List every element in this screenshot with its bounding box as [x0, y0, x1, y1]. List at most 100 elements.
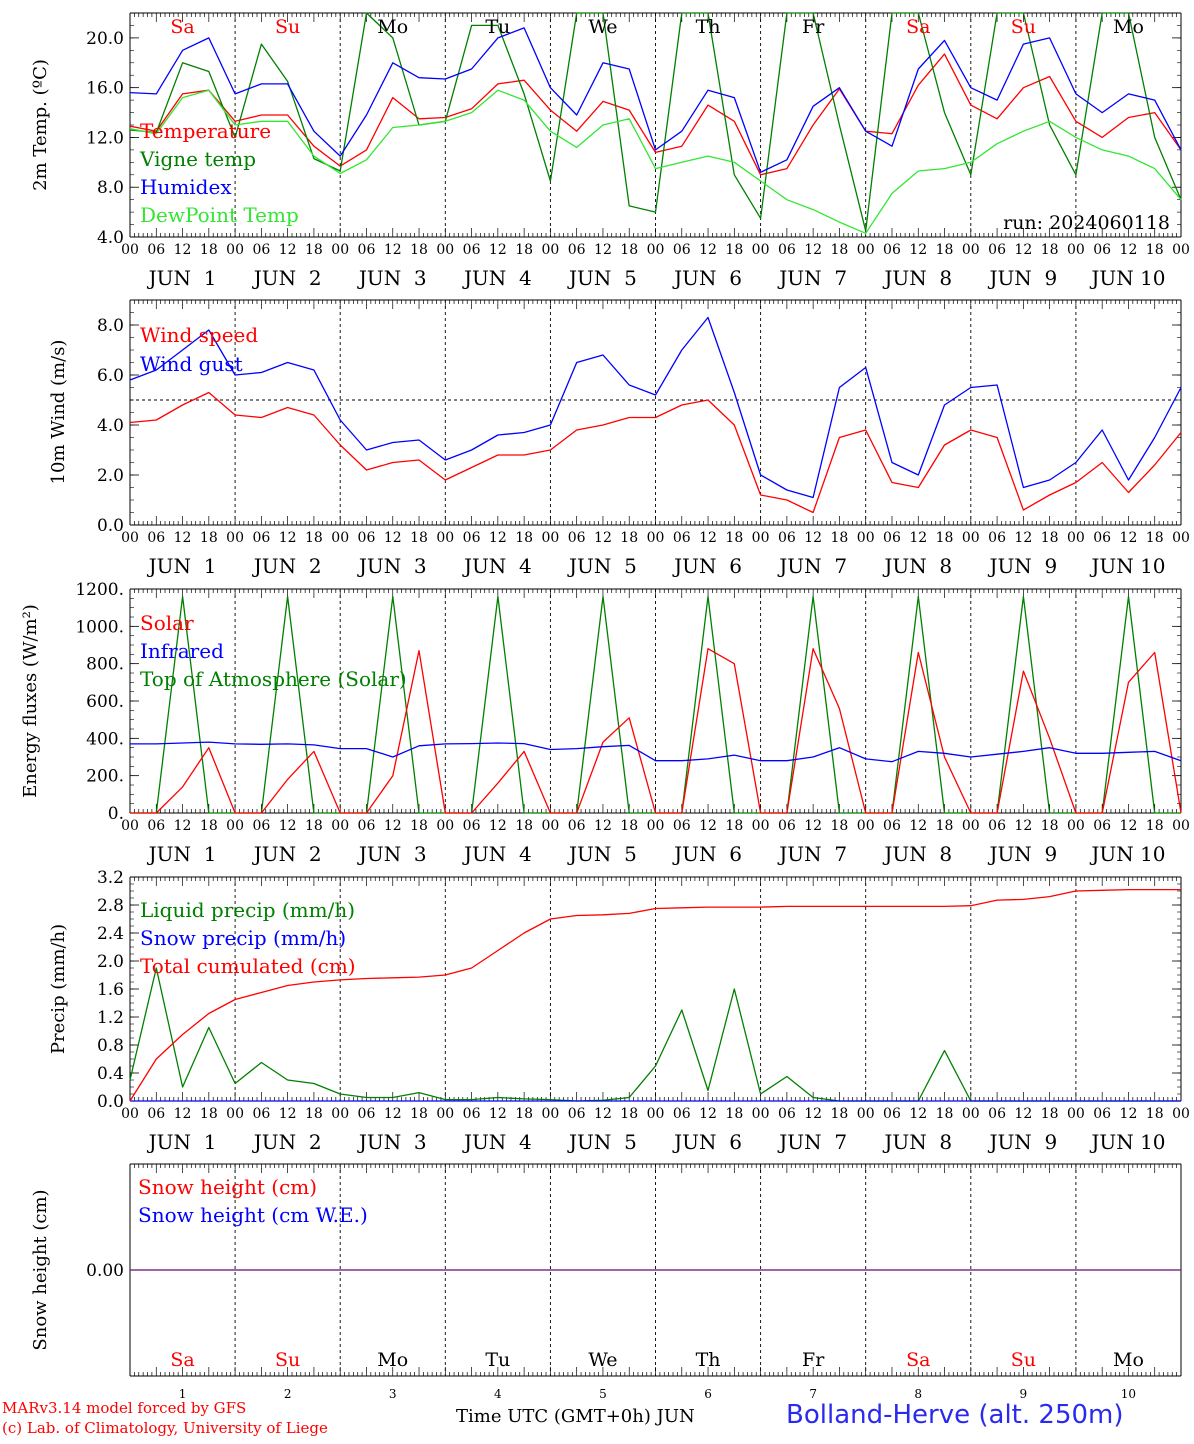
- day-number-label: 6: [704, 1387, 712, 1401]
- hour-tick-label: 00: [962, 530, 980, 546]
- hour-tick-label: 18: [1041, 242, 1059, 258]
- hour-tick-label: 06: [1093, 530, 1111, 546]
- hour-tick-label: 12: [699, 242, 717, 258]
- hour-tick-label: 12: [699, 818, 717, 834]
- date-label: JUN 4: [462, 266, 532, 290]
- y-tick-label: 600.: [86, 692, 124, 712]
- hour-tick-label: 00: [121, 1106, 139, 1122]
- hour-tick-label: 06: [463, 242, 481, 258]
- hour-tick-label: 12: [1014, 818, 1032, 834]
- hour-tick-label: 12: [1120, 1106, 1138, 1122]
- date-label: JUN 3: [357, 1130, 427, 1154]
- hour-tick-label: 06: [147, 242, 165, 258]
- hour-tick-label: 06: [568, 1106, 586, 1122]
- hour-tick-label: 06: [147, 1106, 165, 1122]
- hour-tick-label: 00: [962, 1106, 980, 1122]
- hour-tick-label: 00: [857, 242, 875, 258]
- hour-tick-label: 18: [620, 1106, 638, 1122]
- day-abbr-label: Mo: [1113, 1349, 1144, 1371]
- date-label: JUN 10: [1089, 554, 1165, 578]
- y-tick-label: 0.8: [97, 1036, 124, 1056]
- y-axis-label: 2m Temp. (ºC): [30, 59, 51, 191]
- hour-tick-label: 00: [647, 242, 665, 258]
- hour-tick-label: 00: [647, 1106, 665, 1122]
- hour-tick-label: 12: [384, 530, 402, 546]
- hour-tick-label: 06: [673, 242, 691, 258]
- legend-label: Humidex: [140, 175, 232, 199]
- hour-tick-label: 12: [699, 530, 717, 546]
- y-tick-label: 4.0: [97, 228, 124, 248]
- hour-tick-label: 18: [1146, 1106, 1164, 1122]
- date-label: JUN 6: [672, 266, 742, 290]
- hour-tick-label: 06: [673, 530, 691, 546]
- hour-tick-label: 06: [988, 242, 1006, 258]
- hour-tick-label: 00: [121, 242, 139, 258]
- hour-tick-label: 06: [252, 1106, 270, 1122]
- y-tick-label: 1.2: [97, 1008, 124, 1028]
- hour-tick-label: 00: [121, 818, 139, 834]
- hour-tick-label: 18: [936, 242, 954, 258]
- hour-tick-label: 18: [410, 242, 428, 258]
- hour-tick-label: 06: [568, 530, 586, 546]
- hour-tick-label: 00: [1067, 242, 1085, 258]
- day-abbr-label: Sa: [906, 16, 930, 38]
- hour-tick-label: 06: [778, 530, 796, 546]
- hour-tick-label: 06: [673, 1106, 691, 1122]
- legend-label: Wind speed: [140, 323, 258, 347]
- hour-tick-label: 06: [883, 818, 901, 834]
- day-number-label: 1: [179, 1387, 187, 1401]
- hour-tick-label: 06: [988, 1106, 1006, 1122]
- hour-tick-label: 12: [384, 1106, 402, 1122]
- date-label: JUN 8: [882, 266, 952, 290]
- hour-tick-label: 06: [778, 242, 796, 258]
- y-tick-label: 0.00: [86, 1261, 124, 1281]
- panel-precip: 0.0 0.4 0.8 1.2 1.6 2.0 2.4 2.8 3.2 Precip (mm/h)…: [48, 868, 1190, 1154]
- hour-tick-label: 18: [936, 818, 954, 834]
- hour-tick-label: 18: [1041, 530, 1059, 546]
- date-label: JUN 4: [462, 554, 532, 578]
- hour-tick-label: 18: [305, 1106, 323, 1122]
- date-label: JUN 8: [882, 554, 952, 578]
- panel-wind: 0.0 2.0 4.0 6.0 8.0 10m Wind (m/s) Wind speed W…: [48, 299, 1190, 578]
- y-tick-label: 0.: [108, 804, 124, 824]
- hour-tick-label: 12: [279, 530, 297, 546]
- legend-label: Vigne temp: [139, 147, 256, 171]
- hour-tick-label: 18: [725, 818, 743, 834]
- date-label: JUN 9: [987, 842, 1057, 866]
- hour-tick-label: 06: [463, 818, 481, 834]
- legend-label: Solar: [140, 611, 194, 635]
- panel-energy: 0. 200. 400. 600. 800. 1000. 1200. Energy fluxe…: [20, 580, 1190, 866]
- day-abbr-label: Sa: [170, 16, 194, 38]
- date-label: JUN 2: [252, 554, 322, 578]
- hour-tick-label: 00: [436, 530, 454, 546]
- hour-tick-label: 00: [541, 818, 559, 834]
- date-label: JUN 1: [147, 1130, 217, 1154]
- hour-tick-label: 00: [436, 1106, 454, 1122]
- hour-tick-label: 12: [489, 818, 507, 834]
- series-line-temperature: [129, 53, 1182, 176]
- day-number-label: 2: [284, 1387, 292, 1401]
- date-label: JUN 5: [567, 554, 637, 578]
- hour-tick-label: 18: [305, 242, 323, 258]
- hour-tick-label: 18: [515, 530, 533, 546]
- hour-tick-label: 18: [200, 818, 218, 834]
- hour-tick-label: 00: [121, 530, 139, 546]
- day-number-label: 10: [1121, 1387, 1136, 1401]
- hour-tick-label: 18: [620, 530, 638, 546]
- hour-tick-label: 06: [988, 818, 1006, 834]
- day-number-label: 5: [599, 1387, 607, 1401]
- series-line-total-cumulated-cm-: [129, 888, 1181, 1102]
- hour-tick-label: 00: [331, 242, 349, 258]
- hour-tick-label: 00: [647, 530, 665, 546]
- station-label: Bolland-Herve (alt. 250m): [786, 1400, 1124, 1430]
- date-label: JUN 7: [777, 842, 847, 866]
- hour-tick-label: 00: [1172, 530, 1190, 546]
- hour-tick-label: 00: [331, 1106, 349, 1122]
- date-label: JUN 9: [987, 266, 1057, 290]
- y-axis-label: Energy fluxes (W/m²): [20, 604, 41, 798]
- hour-tick-label: 12: [279, 1106, 297, 1122]
- day-abbr-label: Mo: [1113, 16, 1144, 38]
- legend-label: Wind gust: [140, 352, 243, 376]
